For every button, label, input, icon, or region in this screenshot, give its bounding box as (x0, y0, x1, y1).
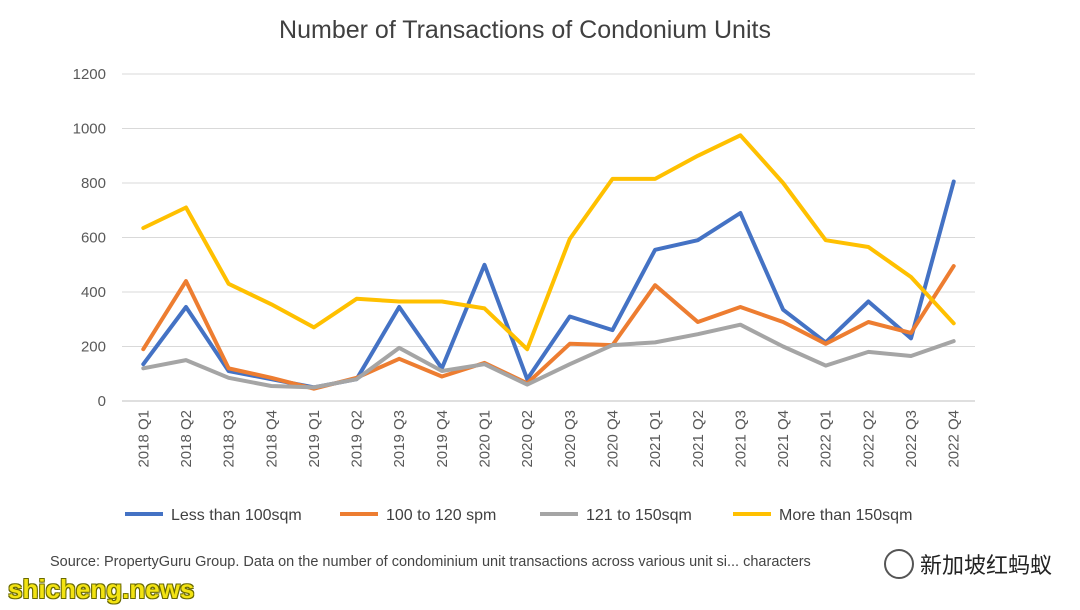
x-tick-label: 2022 Q3 (903, 410, 920, 468)
series-line (141, 264, 956, 391)
legend: Less than 100sqm 100 to 120 spm 121 to 150… (125, 507, 912, 524)
source-note: Source: PropertyGuru Group. Data on the … (50, 554, 811, 570)
x-tick-label: 2019 Q3 (391, 410, 408, 468)
y-axis-ticks: 0 200 400 600 800 1000 1200 (73, 66, 106, 410)
y-tick-label: 600 (81, 230, 106, 247)
x-tick-label: 2019 Q1 (306, 410, 323, 468)
legend-label: 100 to 120 spm (386, 507, 496, 524)
watermark: 新加坡红蚂蚁 (883, 548, 1052, 580)
y-tick-label: 1000 (73, 121, 106, 138)
x-tick-label: 2018 Q2 (178, 410, 195, 468)
x-tick-label: 2021 Q4 (775, 410, 792, 468)
x-tick-label: 2020 Q1 (477, 410, 494, 468)
x-tick-label: 2018 Q1 (135, 410, 152, 468)
x-tick-label: 2018 Q4 (263, 410, 280, 468)
x-tick-label: 2019 Q2 (349, 410, 366, 468)
x-tick-label: 2022 Q1 (818, 410, 835, 468)
y-tick-label: 400 (81, 284, 106, 301)
x-tick-label: 2022 Q2 (860, 410, 877, 468)
x-tick-label: 2019 Q4 (434, 410, 451, 468)
x-tick-label: 2020 Q3 (562, 410, 579, 468)
legend-label: More than 150sqm (779, 507, 912, 524)
series-lines (141, 133, 956, 391)
legend-label: 121 to 150sqm (586, 507, 692, 524)
x-tick-label: 2021 Q1 (647, 410, 664, 468)
gridlines (122, 73, 975, 402)
series-line (141, 133, 956, 352)
legend-label: Less than 100sqm (171, 507, 302, 524)
wechat-icon (883, 549, 914, 579)
y-tick-label: 800 (81, 175, 106, 192)
x-axis-ticks: 2018 Q1 2018 Q2 2018 Q3 2018 Q4 2019 Q1 2019 … (135, 410, 962, 468)
series-line (141, 322, 956, 390)
site-watermark: shicheng.news (8, 574, 195, 604)
chart-title: Number of Transactions of Condonium Unit… (279, 16, 771, 44)
x-tick-label: 2022 Q4 (946, 410, 963, 468)
x-tick-label: 2021 Q3 (732, 410, 749, 468)
x-tick-label: 2020 Q2 (519, 410, 536, 468)
x-tick-label: 2020 Q4 (604, 410, 621, 468)
x-tick-label: 2018 Q3 (221, 410, 238, 468)
x-tick-label: 2021 Q2 (690, 410, 707, 468)
watermark-text: 新加坡红蚂蚁 (919, 554, 1052, 579)
y-tick-label: 0 (98, 393, 106, 410)
y-tick-label: 1200 (73, 66, 106, 83)
series-line (141, 179, 956, 390)
y-tick-label: 200 (81, 339, 106, 356)
